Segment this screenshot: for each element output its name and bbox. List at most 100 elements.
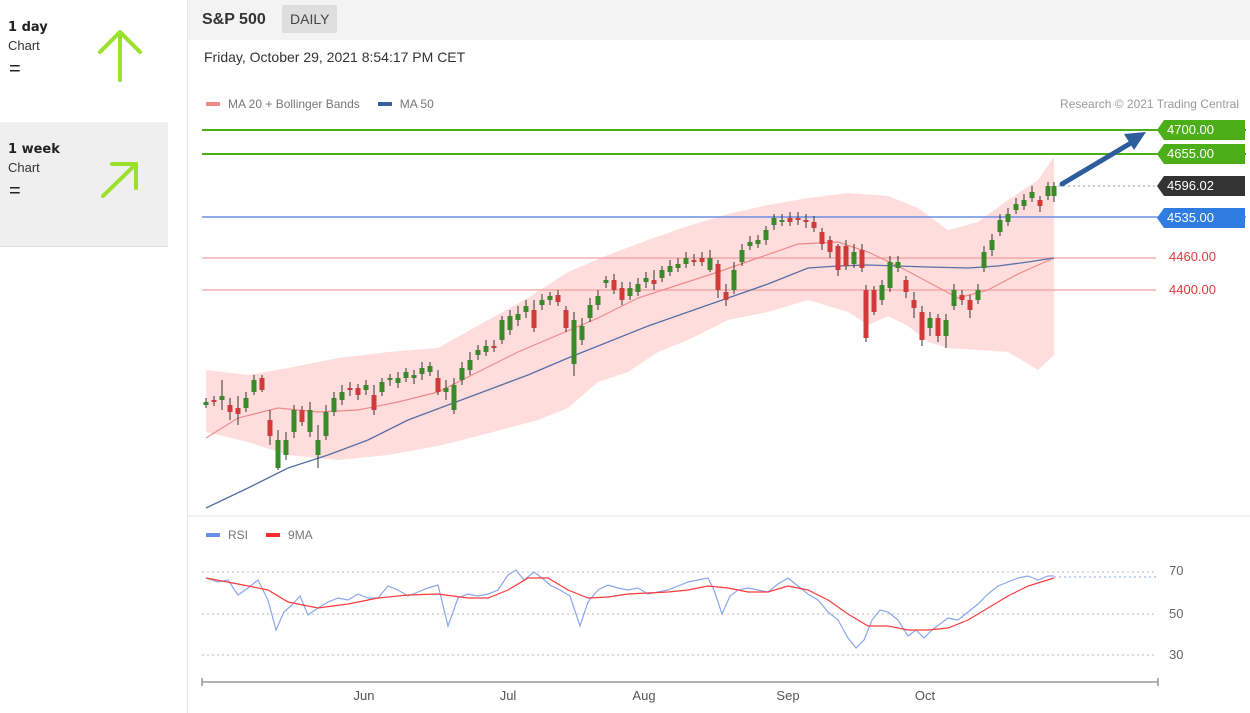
legend-label: MA 20 + Bollinger Bands [228,97,360,111]
candle-body [267,420,273,436]
legend-swatch [206,533,220,537]
level-tag-resistance: 4655.00 [1157,144,1245,164]
candle-body [339,392,345,400]
candle-body [635,284,641,292]
candle-body [547,296,553,300]
candle-body [997,220,1003,232]
chart-toolbar: S&P 500 DAILY [188,0,1250,40]
candle-body [355,388,361,395]
forecast-arrow-line [1059,137,1139,187]
candle-body [411,375,417,378]
candle-body [871,290,877,312]
candle-body [523,306,529,312]
legend-label: 9MA [288,528,313,542]
x-axis-month: Sep [776,688,800,703]
candle-body [619,288,625,300]
level-tag-last-price: 4596.02 [1157,176,1245,196]
candle-body [603,280,609,283]
rsi-line [205,569,1054,649]
candle-body [715,264,721,290]
rsi-axis-label: 30 [1169,647,1184,662]
legend-rsi-9ma: 9MA [266,528,313,542]
candle-body [795,218,801,220]
candle-body [379,382,385,392]
candle-body [851,252,857,264]
candle-body [491,346,497,348]
level-tag-resistance: 4700.00 [1157,120,1245,140]
timeframe-label: Chart [8,160,40,175]
candle-body [507,316,513,330]
candle-body [451,385,457,410]
timeframe-period: 1 week [8,142,60,157]
timeframe-1-week[interactable]: 1 week Chart = [0,122,168,247]
timeframe-status: = [9,180,21,202]
candle-body [419,368,425,374]
candle-body [467,360,473,370]
candle-body [563,310,569,328]
level-tag-pivot: 4460.00 [1169,249,1216,264]
candle-body [651,280,657,284]
x-axis-month: Oct [914,688,936,703]
candle-body [927,318,933,328]
bollinger-band-area [206,157,1054,460]
x-axis-month: Jul [499,688,517,703]
chart-panel: S&P 500 DAILY Friday, October 29, 2021 8… [187,0,1250,713]
candle-body [699,258,705,262]
candle-body [459,368,465,380]
candle-body [859,250,865,268]
candle-body [691,260,697,262]
legend-rsi: RSI [206,528,248,542]
candle-body [443,388,449,392]
candle-body [219,396,225,400]
candle-body [211,400,217,402]
candle-body [1021,200,1027,206]
candle-body [611,280,617,290]
candle-body [275,440,281,468]
candle-body [755,240,761,244]
candle-body [1037,200,1043,206]
candle-body [587,305,593,318]
timeframe-status: = [9,58,21,80]
rsi-axis-label: 50 [1169,606,1184,621]
candle-body [627,288,633,296]
arrow-up-right-icon [101,162,138,198]
ma50-line [205,257,1055,509]
candle-body [1013,204,1019,210]
candle-body [667,266,673,272]
candle-body [403,372,409,378]
candle-body [903,280,909,292]
research-credit: Research © 2021 Trading Central [1060,97,1239,111]
candle-body [515,314,521,320]
ma20-line [205,241,1055,439]
candle-body [959,295,965,300]
candle-body [895,262,901,268]
candle-body [771,218,777,225]
timeframe-label: Chart [8,38,40,53]
candle-body [683,258,689,264]
candle-body [943,320,949,336]
candle-body [779,220,785,222]
candle-body [347,388,353,390]
instrument-symbol: S&P 500 [202,11,266,28]
candle-body [879,285,885,300]
candle-body [967,300,973,310]
candle-body [723,292,729,300]
candle-body [643,278,649,282]
candle-body [827,240,833,252]
candle-body [731,270,737,290]
legend-swatch [206,102,220,106]
timeframe-period: 1 day [8,20,48,35]
sidebar: 1 day Chart = 1 week Chart = [0,0,168,713]
candle-body [315,440,321,455]
level-tag-support: 4535.00 [1157,208,1245,228]
candle-body [843,246,849,266]
candle-body [387,378,393,380]
candle-body [811,222,817,228]
legend-swatch [266,533,281,537]
candle-body [227,405,233,412]
candle-body [299,410,305,422]
period-selector[interactable]: DAILY [282,5,338,33]
timeframe-1-day[interactable]: 1 day Chart = [0,0,168,124]
rsi-legend: RSI 9MA [206,528,331,542]
price-chart[interactable] [188,0,1250,713]
